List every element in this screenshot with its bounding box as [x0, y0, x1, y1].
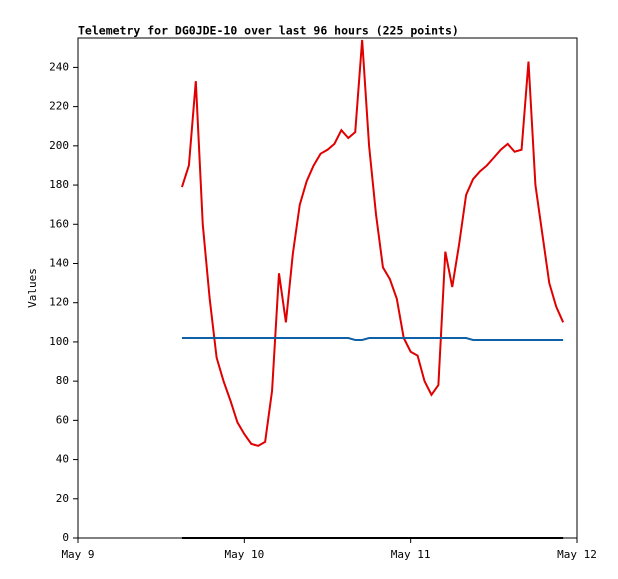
series-line [181, 39, 565, 447]
y-tick-label: 40 [56, 453, 69, 466]
y-tick-label: 220 [49, 100, 69, 113]
y-tick-label: 160 [49, 217, 69, 230]
y-tick-label: 200 [49, 139, 69, 152]
y-tick-label: 140 [49, 256, 69, 269]
series-line [181, 337, 564, 341]
x-tick-label: May 12 [557, 548, 597, 561]
y-tick-label: 20 [56, 492, 69, 505]
x-tick-label: May 10 [224, 548, 264, 561]
y-tick-label: 80 [56, 374, 69, 387]
y-tick-label: 60 [56, 413, 69, 426]
y-tick-label: 240 [49, 60, 69, 73]
plot-frame [77, 37, 578, 539]
y-tick-label: 120 [49, 296, 69, 309]
x-tick-label: May 11 [391, 548, 431, 561]
y-tick-label: 100 [49, 335, 69, 348]
y-tick-label: 0 [62, 531, 69, 544]
y-axis-label: Values [26, 268, 39, 308]
x-tick-label: May 9 [61, 548, 94, 561]
chart-title: Telemetry for DG0JDE-10 over last 96 hou… [78, 24, 459, 38]
y-tick-label: 180 [49, 178, 69, 191]
